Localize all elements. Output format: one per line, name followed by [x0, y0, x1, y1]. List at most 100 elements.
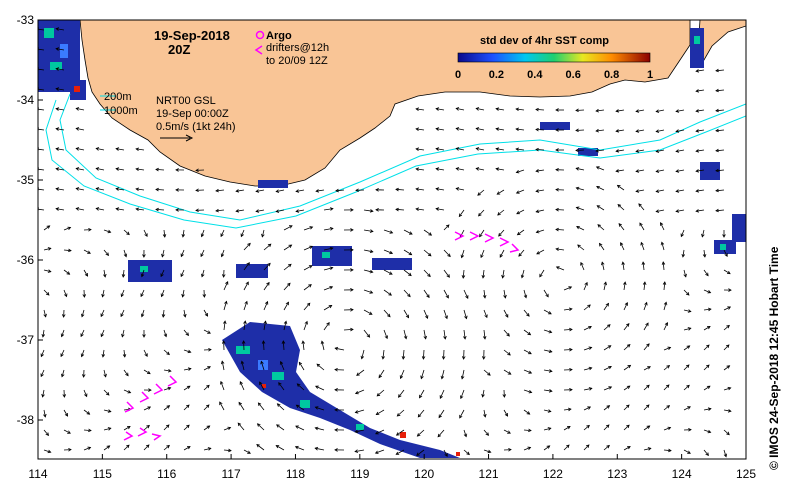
current-vector-head [224, 300, 228, 305]
current-vector-head [207, 330, 211, 334]
current-vector [261, 229, 265, 237]
current-vector-head [444, 453, 448, 457]
current-vector-head [81, 374, 86, 378]
current-vector [120, 309, 125, 317]
current-vector [563, 349, 573, 351]
current-vector [203, 404, 210, 411]
current-vector [76, 168, 85, 171]
current-vector [523, 329, 531, 336]
current-vector-head [480, 254, 484, 259]
current-vector-head [726, 270, 731, 275]
current-vector [297, 383, 305, 391]
current-vector-head [75, 187, 80, 191]
current-vector-head [100, 333, 104, 338]
current-vector [43, 247, 51, 251]
current-vector [296, 209, 305, 212]
current-vector [496, 148, 505, 151]
current-vector-head [355, 188, 359, 193]
current-vector-head [288, 244, 293, 248]
current-vector [703, 289, 711, 294]
current-vector [482, 389, 485, 397]
current-vector [703, 344, 710, 351]
current-vector [396, 429, 405, 436]
current-vector [123, 249, 127, 257]
current-vector [298, 362, 305, 371]
current-vector-head [464, 315, 468, 320]
current-vector [703, 408, 711, 411]
current-vector-head [726, 365, 731, 369]
current-vector [535, 149, 545, 151]
current-vector [183, 446, 191, 451]
y-tick-label: -35 [17, 173, 35, 187]
current-vector-head [308, 265, 313, 269]
current-vector [38, 108, 45, 111]
current-vector-head [569, 327, 573, 332]
current-vector [459, 229, 465, 238]
current-vector-head [484, 314, 488, 319]
current-vector-head [296, 383, 301, 387]
current-vector-head [276, 403, 281, 407]
current-vector-head [588, 326, 592, 330]
current-vector [643, 404, 650, 411]
current-vector-head [126, 231, 130, 236]
current-vector-head [515, 107, 520, 112]
current-vector [416, 208, 425, 211]
current-vector [577, 244, 585, 251]
current-vector-head [206, 425, 211, 429]
current-vector [363, 309, 373, 315]
current-vector [623, 404, 630, 411]
current-vector-head [135, 167, 140, 172]
current-vector-head [695, 89, 700, 93]
current-vector [96, 148, 105, 151]
current-vector-head [575, 148, 579, 153]
current-vector [583, 444, 590, 451]
current-vector [623, 424, 630, 431]
current-vector [303, 226, 313, 231]
current-vector-head [667, 426, 672, 431]
current-vector [315, 406, 325, 411]
current-vector [143, 425, 150, 431]
current-vector-head [320, 340, 325, 345]
drifter-track-north [454, 231, 520, 253]
current-vector-head [239, 381, 243, 385]
current-vector-head [415, 147, 420, 152]
drifters-label-1: drifters@12h [266, 42, 329, 54]
current-vector-head [555, 187, 559, 192]
current-vector-head [408, 231, 413, 235]
current-vector [636, 169, 645, 172]
current-vector-head [515, 170, 520, 174]
current-vector-head [381, 355, 385, 360]
current-vector [361, 349, 365, 359]
current-vector [161, 249, 165, 257]
current-vector [263, 282, 270, 291]
current-vector [80, 329, 85, 337]
current-vector [503, 289, 506, 298]
current-vector-head [144, 233, 148, 238]
current-vector-head [160, 293, 165, 298]
current-vector [483, 449, 491, 453]
current-vector [483, 309, 488, 318]
current-vector [363, 229, 373, 232]
current-vector [461, 249, 465, 258]
current-vector [523, 409, 530, 415]
current-vector [663, 322, 668, 331]
x-tick-label: 118 [286, 467, 305, 481]
current-vector [676, 209, 685, 212]
current-vector-head [461, 275, 466, 279]
current-vector-head [208, 347, 212, 352]
current-vector [576, 207, 585, 211]
current-vector-head [639, 222, 643, 227]
current-vector-head [615, 169, 620, 173]
current-vector-head [495, 147, 500, 151]
current-vector-head [397, 394, 402, 398]
current-vector-head [228, 448, 232, 453]
current-vector-head [126, 425, 131, 430]
current-vector [423, 269, 431, 277]
current-vector-head [259, 381, 263, 386]
current-vector-head [695, 109, 700, 113]
current-vector-head [615, 109, 620, 113]
current-vector-head [350, 248, 354, 252]
current-vector [263, 243, 272, 251]
current-vector-head [135, 147, 140, 152]
current-vector-head [180, 273, 184, 278]
